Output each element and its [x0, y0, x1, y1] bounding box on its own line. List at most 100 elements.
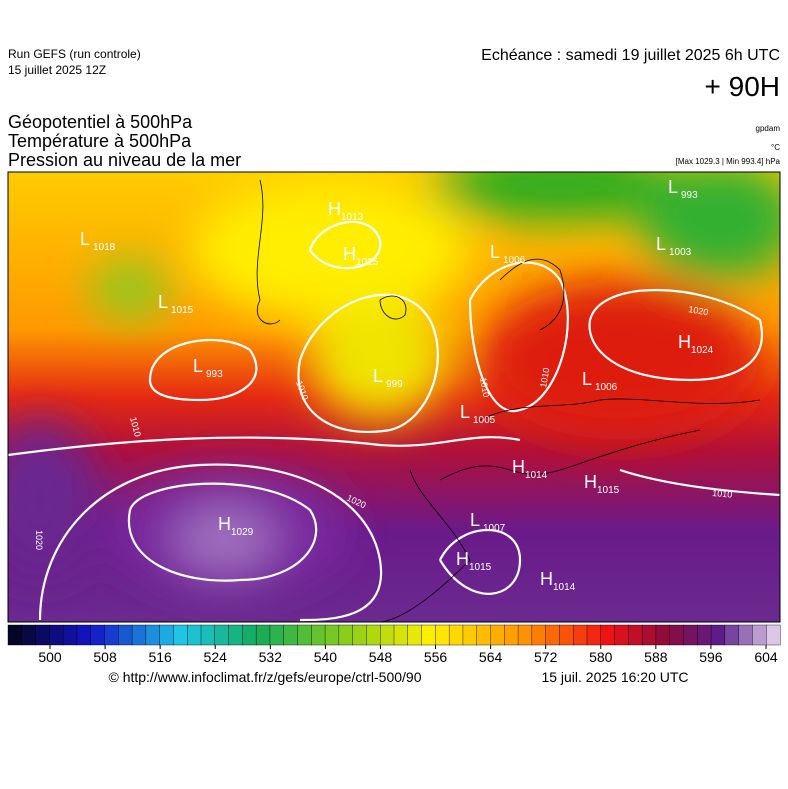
colorbar-swatch: [407, 624, 423, 646]
colorbar-swatch: [228, 624, 243, 646]
colorbar-swatch: [324, 624, 340, 646]
colorbar-swatch: [145, 624, 161, 646]
center-value: 1029: [231, 527, 254, 538]
colorbar-tick-label: 556: [424, 649, 448, 665]
colorbar-swatch: [573, 624, 588, 646]
colorbar-swatch: [131, 624, 147, 646]
colorbar-swatch: [200, 624, 216, 646]
colorbar-swatch: [49, 624, 64, 646]
colorbar-swatch: [476, 624, 492, 646]
generated-time: 15 juil. 2025 16:20 UTC: [541, 669, 688, 685]
colorbar-swatch: [531, 624, 547, 646]
colorbar-swatch: [504, 624, 519, 646]
lead-time: + 90H: [705, 71, 781, 102]
colorbar-swatch: [614, 624, 629, 646]
colorbar-swatch: [559, 624, 574, 646]
center-value: 1006: [595, 382, 618, 393]
field-label: Géopotentiel à 500hPa: [8, 112, 193, 132]
map-frame: [7, 171, 781, 623]
center-value: 1014: [553, 582, 576, 593]
source-link: © http://www.infoclimat.fr/z/gefs/europe…: [108, 669, 421, 685]
colorbar-swatch: [517, 624, 533, 646]
center-type: L: [373, 366, 383, 386]
colorbar-swatch: [118, 624, 133, 646]
colorbar-swatch: [752, 624, 767, 646]
isobar-label: 1020: [34, 530, 44, 550]
colorbar-swatch: [297, 624, 312, 646]
colorbar-tick-label: 588: [644, 649, 668, 665]
colorbar-swatch: [669, 624, 685, 646]
colorbar-tick-label: 500: [38, 649, 62, 665]
center-value: 1003: [669, 247, 692, 258]
colorbar-swatch: [76, 624, 92, 646]
colorbar-swatch: [104, 624, 119, 646]
colorbar-swatch: [187, 624, 202, 646]
center-value: 1024: [691, 345, 714, 356]
colorbar-tick-label: 604: [754, 649, 778, 665]
isobar-label: 1010: [478, 377, 491, 398]
center-type: H: [328, 199, 341, 219]
center-type: H: [343, 244, 356, 264]
valid-time: Echéance : samedi 19 juillet 2025 6h UTC: [481, 47, 780, 64]
colorbar-swatch: [393, 624, 409, 646]
colorbar-swatch: [283, 624, 299, 646]
colorbar-swatch: [600, 624, 616, 646]
colorbar-swatch: [724, 624, 740, 646]
center-type: L: [668, 177, 678, 197]
center-value: 1015: [171, 305, 194, 316]
colorbar-swatch: [738, 624, 753, 646]
colorbar-swatch: [697, 624, 712, 646]
center-type: L: [490, 242, 500, 262]
run-date: 15 juillet 2025 12Z: [8, 63, 106, 77]
center-type: H: [678, 332, 691, 352]
center-type: L: [80, 229, 90, 249]
colorbar-swatch: [655, 624, 671, 646]
center-value: 1015: [356, 257, 379, 268]
center-type: H: [584, 472, 597, 492]
isobar-label: 1010: [538, 367, 551, 388]
center-value: 1018: [93, 242, 116, 253]
center-type: L: [193, 356, 203, 376]
colorbar-swatch: [35, 624, 50, 646]
colorbar-tick-label: 508: [93, 649, 117, 665]
colorbar-swatch: [490, 624, 505, 646]
colorbar-swatch: [683, 624, 698, 646]
center-type: H: [512, 457, 525, 477]
field-label: Température à 500hPa: [8, 131, 192, 151]
colorbar-tick-label: 548: [369, 649, 393, 665]
colorbar-swatch: [214, 624, 230, 646]
colorbar-swatch: [366, 624, 381, 646]
center-value: 1015: [469, 562, 492, 573]
isobar-label: 1020: [688, 304, 709, 317]
unit-label: [Max 1029.3 | Min 993.4] hPa: [676, 157, 781, 166]
colorbar-swatch: [586, 624, 602, 646]
colorbar-swatch: [641, 624, 657, 646]
colorbar-swatch: [255, 624, 271, 646]
colorbar: 500 508 516 524 532 540 548 556 564 572 580 588 596 6…: [7, 624, 781, 665]
colorbar-swatch: [545, 624, 560, 646]
center-type: L: [582, 369, 592, 389]
colorbar-swatch: [421, 624, 436, 646]
center-value: 999: [386, 379, 403, 390]
center-value: 1005: [473, 415, 496, 426]
center-type: L: [158, 292, 168, 312]
unit-label: °C: [771, 143, 780, 152]
colorbar-swatch: [7, 624, 23, 646]
colorbar-tick-label: 564: [479, 649, 503, 665]
colorbar-swatch: [173, 624, 188, 646]
colorbar-swatch: [352, 624, 367, 646]
colorbar-swatch: [21, 624, 37, 646]
center-type: L: [470, 510, 480, 530]
center-value: 993: [681, 190, 698, 201]
colorbar-swatch: [311, 624, 326, 646]
field-label: Pression au niveau de la mer: [8, 150, 241, 170]
colorbar-tick-label: 596: [699, 649, 723, 665]
colorbar-swatch: [242, 624, 257, 646]
colorbar-swatch: [448, 624, 464, 646]
center-type: H: [456, 549, 469, 569]
colorbar-tick-label: 532: [259, 649, 283, 665]
center-type: H: [218, 514, 231, 534]
colorbar-swatch: [269, 624, 285, 646]
run-label: Run GEFS (run controle): [8, 47, 141, 61]
